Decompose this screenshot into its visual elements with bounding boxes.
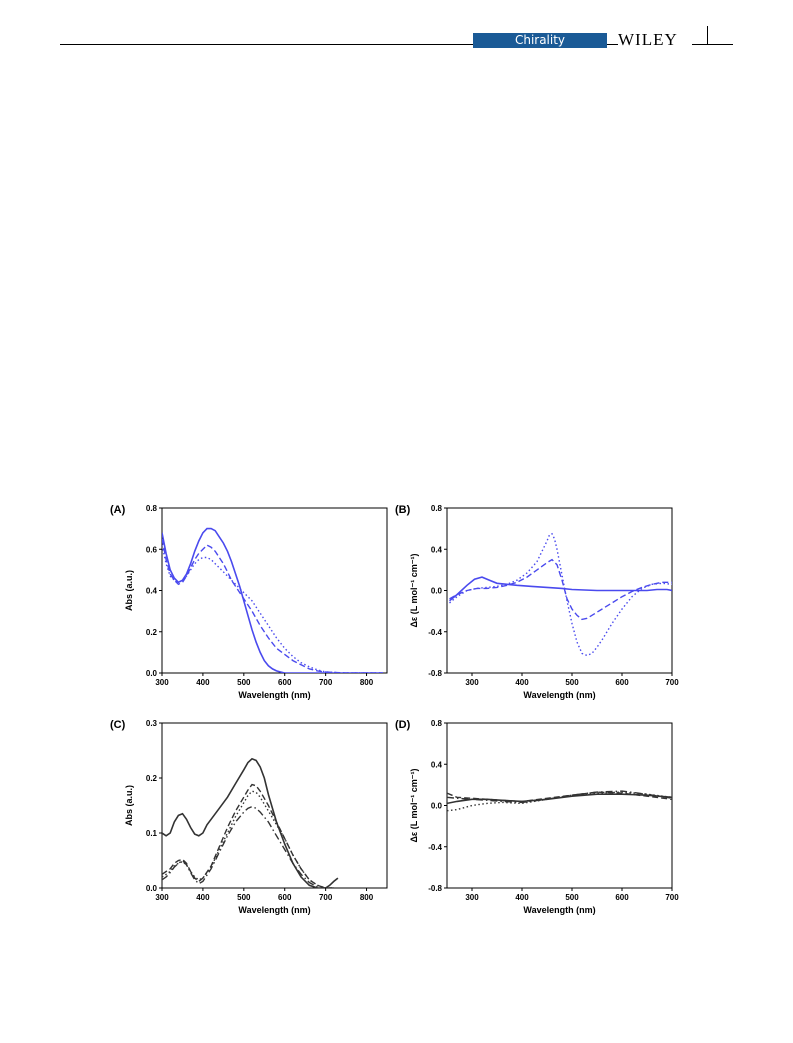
x-tick-label: 700 <box>319 893 333 902</box>
series-line-dashed <box>447 791 672 803</box>
x-tick-label: 700 <box>319 678 333 687</box>
series-line-solid <box>162 757 339 888</box>
plot-frame <box>161 507 388 674</box>
figure-panel-b: (B) 300 400 500 600 700 -0.8 -0.4 0.0 0.4 0.8 Wavel… <box>395 504 679 700</box>
y-tick-label: 0.4 <box>431 760 443 769</box>
x-tick-label: 400 <box>515 678 529 687</box>
panel-label: (B) <box>395 504 411 516</box>
y-axis-label: Abs (a.u.) <box>124 785 134 826</box>
x-tick-label: 300 <box>465 678 479 687</box>
series-line-dashed <box>162 538 383 673</box>
x-tick-label: 600 <box>278 893 292 902</box>
header-rule-mid <box>607 44 618 45</box>
figure-panel-d: (D) 300 400 500 600 700 -0.8 -0.4 0.0 0.4 0.8 Wavel… <box>395 719 679 915</box>
x-tick-label: 500 <box>565 893 579 902</box>
header-rule-right <box>692 44 733 45</box>
x-tick-label: 400 <box>196 893 210 902</box>
y-tick-label: -0.8 <box>428 884 442 893</box>
series-line-dashdot <box>162 805 334 888</box>
x-tick-label: 300 <box>155 893 169 902</box>
x-tick-label: 500 <box>237 678 251 687</box>
y-axis-label: Δε (L mol⁻¹ cm⁻¹) <box>409 768 419 842</box>
figure-panel-a: (A) 300 400 500 600 700 800 0.0 0.2 0.4 0.6 0.8 Wave… <box>110 504 388 700</box>
x-tick-label: 300 <box>155 678 169 687</box>
series-line-solid <box>162 527 383 673</box>
panel-label: (A) <box>110 504 126 516</box>
x-tick-label: 600 <box>278 678 292 687</box>
y-tick-label: -0.4 <box>428 843 442 852</box>
page-number-tick <box>707 26 708 44</box>
figure-panel-c: (C) 300 400 500 600 700 800 0.0 0.1 0.2 0.3 Wavelen… <box>110 719 388 915</box>
y-tick-label: 0.2 <box>146 628 158 637</box>
y-tick-label: 0.3 <box>146 719 158 728</box>
x-axis-label: Wavelength (nm) <box>238 690 310 700</box>
y-axis-label: Abs (a.u.) <box>124 570 134 611</box>
x-tick-label: 700 <box>665 893 679 902</box>
plot-frame <box>446 722 673 889</box>
y-tick-label: 0.0 <box>431 802 443 811</box>
y-tick-label: 0.0 <box>146 669 158 678</box>
x-tick-label: 500 <box>565 678 579 687</box>
series-line-solid <box>448 576 672 602</box>
x-tick-label: 600 <box>615 893 629 902</box>
series-line-dotted <box>162 790 334 888</box>
y-tick-label: 0.0 <box>146 884 158 893</box>
x-tick-label: 400 <box>515 893 529 902</box>
panel-label: (D) <box>395 719 411 731</box>
series-line-dashdot <box>447 790 672 804</box>
y-tick-label: 0.4 <box>146 587 158 596</box>
x-tick-label: 500 <box>237 893 251 902</box>
y-tick-label: 0.4 <box>431 545 443 554</box>
header-rule-left <box>60 44 473 45</box>
y-tick-label: 0.6 <box>146 545 158 554</box>
series-line-dotted <box>162 544 383 673</box>
x-axis-label: Wavelength (nm) <box>238 905 310 915</box>
x-axis-label: Wavelength (nm) <box>523 690 595 700</box>
y-tick-label: 0.1 <box>146 829 158 838</box>
plot-frame <box>161 722 388 889</box>
y-tick-label: 0.8 <box>431 504 443 513</box>
y-tick-label: -0.4 <box>428 628 442 637</box>
x-tick-label: 600 <box>615 678 629 687</box>
publisher-logo: WILEY <box>618 30 678 49</box>
y-tick-label: -0.8 <box>428 669 442 678</box>
panel-label: (C) <box>110 719 126 731</box>
series-line-dashed <box>449 558 672 621</box>
y-axis-label: Δε (L mol⁻¹ cm⁻¹) <box>409 553 419 627</box>
journal-name-badge: Chirality <box>473 33 607 48</box>
y-tick-label: 0.2 <box>146 774 158 783</box>
x-tick-label: 400 <box>196 678 210 687</box>
y-tick-label: 0.0 <box>431 587 443 596</box>
y-tick-label: 0.8 <box>431 719 443 728</box>
y-tick-label: 0.8 <box>146 504 158 513</box>
x-axis-label: Wavelength (nm) <box>523 905 595 915</box>
x-tick-label: 300 <box>465 893 479 902</box>
x-tick-label: 800 <box>360 678 374 687</box>
series-line-dotted <box>449 532 672 657</box>
x-tick-label: 700 <box>665 678 679 687</box>
x-tick-label: 800 <box>360 893 374 902</box>
series-line-dashed <box>162 783 334 888</box>
